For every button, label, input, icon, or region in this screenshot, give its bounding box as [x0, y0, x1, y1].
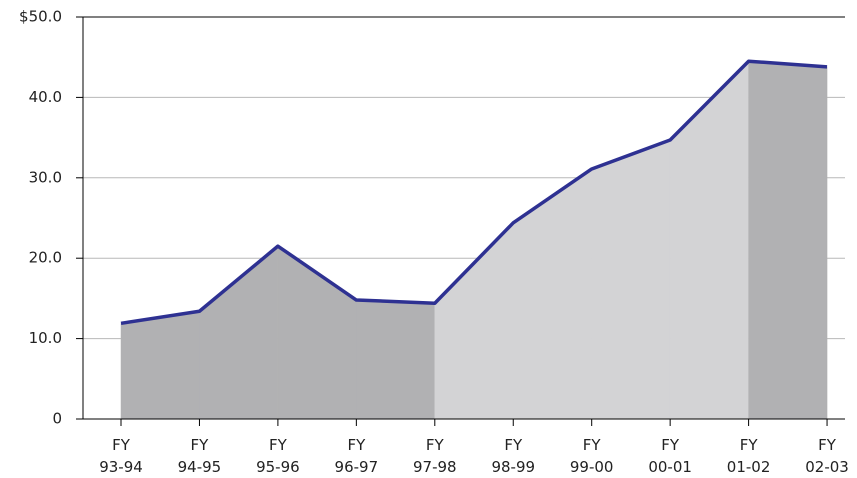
y-tick-label: 40.0 — [29, 88, 62, 106]
y-tick-label: 30.0 — [29, 168, 62, 186]
area-segment — [120, 310, 200, 420]
x-tick-label: FY 98-99 — [491, 436, 536, 476]
y-tick-label: 0 — [52, 410, 62, 428]
areas — [120, 59, 828, 420]
area-segment — [434, 222, 514, 420]
x-tick-label: FY 94-95 — [177, 436, 222, 476]
y-tick-label: $50.0 — [19, 8, 62, 26]
y-tick-label: 20.0 — [29, 249, 62, 267]
area-segment — [199, 245, 279, 420]
area-segment — [513, 168, 592, 420]
line — [120, 59, 828, 326]
area-segment — [748, 60, 828, 420]
x-tick-label: FY 95-96 — [256, 436, 300, 476]
x-tick-label: FY 02-03 — [805, 436, 849, 476]
axes — [76, 16, 845, 426]
area-segment — [356, 299, 436, 420]
x-tick-label: FY 99-00 — [569, 436, 614, 476]
x-tick-label: FY 00-01 — [648, 436, 692, 476]
area-segment — [591, 139, 671, 420]
area-segment — [669, 60, 749, 420]
y-tick-label: 10.0 — [29, 329, 62, 347]
x-tick-label: FY 93-94 — [99, 436, 143, 476]
x-tick-label: FY 97-98 — [413, 436, 457, 476]
x-tick-label: FY 01-02 — [726, 436, 771, 476]
x-tick-label: FY 96-97 — [334, 436, 379, 476]
